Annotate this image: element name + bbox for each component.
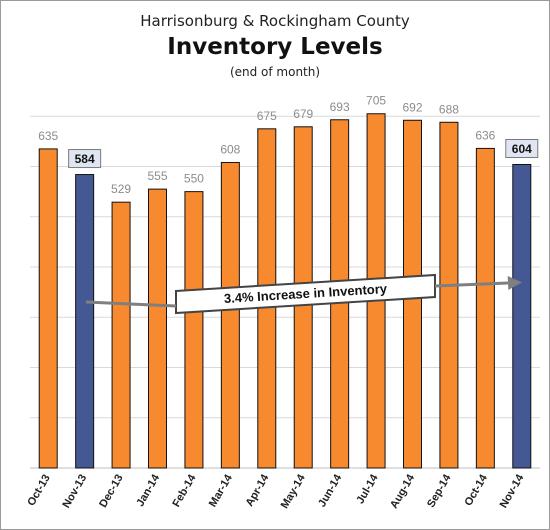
data-labels: 635 584 529 555 550 608 675 679 693 705 692 688 636 6… — [38, 94, 539, 196]
bar-oct-14 — [475, 147, 495, 469]
x-tick-label: Nov-13 — [61, 473, 90, 511]
x-tick-label: Oct-14 — [462, 472, 490, 508]
data-label: 529 — [111, 182, 131, 196]
x-tick-label: Nov-14 — [498, 472, 527, 511]
data-label: 705 — [366, 94, 386, 108]
bar-nov-14 — [512, 163, 532, 469]
highlight-label-box — [505, 138, 539, 158]
bar-jan-14 — [148, 188, 167, 469]
data-label: 635 — [38, 129, 58, 143]
data-label: 693 — [330, 100, 350, 114]
x-tick-label: Oct-13 — [25, 473, 53, 509]
bar-nov-13 — [75, 174, 95, 469]
data-label: 555 — [147, 169, 167, 183]
highlight-label-box — [68, 149, 102, 169]
trend-arrow: 3.4% Increase in Inventory — [85, 273, 522, 315]
data-label: 604 — [512, 142, 532, 156]
data-label: 636 — [475, 128, 495, 142]
x-tick-label: Jan-14 — [134, 472, 162, 509]
arrow-shaft-right — [434, 281, 509, 288]
x-tick-label: Dec-13 — [97, 473, 125, 510]
x-tick-labels: Oct-13 Nov-13 Dec-13 Jan-14 Feb-14 Mar-14 Apr-… — [25, 472, 527, 511]
data-label: 675 — [257, 109, 277, 123]
bars — [38, 113, 532, 469]
data-label: 550 — [184, 172, 204, 186]
bar-dec-13 — [111, 201, 131, 469]
x-tick-label: May-14 — [279, 472, 308, 511]
data-label: 584 — [75, 152, 95, 166]
chart-subtitle: Inventory Levels — [167, 34, 383, 60]
chart-title: Harrisonburg & Rockingham County — [140, 12, 410, 30]
chart-note: (end of month) — [229, 65, 321, 79]
arrow-head — [507, 276, 522, 290]
bar-sep-14 — [439, 121, 459, 469]
x-tick-label: Jun-14 — [316, 472, 345, 509]
x-tick-label: Jul-14 — [354, 472, 381, 506]
data-label: 679 — [293, 107, 313, 121]
data-label: 692 — [402, 100, 422, 114]
x-tick-label: Aug-14 — [388, 472, 417, 511]
bar-mar-14 — [220, 161, 240, 469]
x-tick-label: Mar-14 — [207, 472, 236, 509]
bar-feb-14 — [184, 191, 204, 469]
data-label: 608 — [220, 142, 240, 156]
data-label: 688 — [439, 102, 459, 116]
x-tick-label: Sep-14 — [425, 472, 454, 510]
x-tick-label: Apr-14 — [244, 472, 272, 509]
arrow-shaft-left — [85, 300, 177, 308]
x-tick-label: Feb-14 — [170, 472, 199, 509]
bar-oct-13 — [38, 148, 58, 469]
